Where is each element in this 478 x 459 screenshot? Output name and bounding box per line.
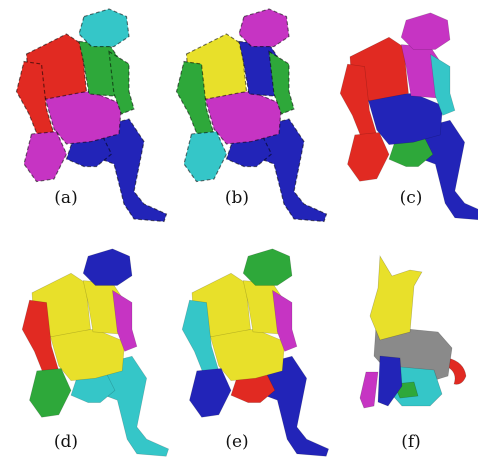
caption-c: (c) <box>399 188 423 208</box>
hand-left-segment <box>183 130 228 183</box>
mesh-group <box>339 12 478 221</box>
front-leg-segment <box>377 355 403 407</box>
caption-b: (b) <box>224 188 250 208</box>
head-segment <box>400 12 451 50</box>
caption-a: (a) <box>54 188 78 208</box>
segmented-dog-model-f <box>359 255 467 409</box>
mesh-group <box>21 248 169 457</box>
segmented-human-model-a <box>15 8 168 223</box>
caption-f: (f) <box>401 432 421 452</box>
arm-right-segment <box>430 53 456 116</box>
caption-e: (e) <box>225 432 249 452</box>
head-segment <box>238 8 290 48</box>
leg-left-segment <box>90 118 168 223</box>
figure-panel-e <box>160 236 329 457</box>
figure-panel-d <box>0 236 169 457</box>
hand-left-segment <box>347 132 390 182</box>
front-leg2-segment <box>359 371 379 409</box>
segmented-human-model-e <box>181 248 329 457</box>
leg-left-segment <box>95 355 169 457</box>
mesh-group <box>181 248 329 457</box>
figure-panel-c <box>318 0 478 221</box>
caption-d: (d) <box>53 432 79 452</box>
hand-left-segment <box>23 130 68 183</box>
tail-segment <box>445 357 467 385</box>
hand-left-segment <box>29 368 72 418</box>
head-segment <box>78 8 130 48</box>
mesh-group <box>175 8 328 223</box>
arm-right-segment <box>272 289 298 352</box>
head-segment <box>242 248 293 286</box>
hand-left-segment <box>189 368 232 418</box>
mesh-group <box>15 8 168 223</box>
head-segment <box>82 248 133 286</box>
leg-left-segment <box>250 118 328 223</box>
segmented-human-model-d <box>21 248 169 457</box>
head-neck-segment <box>369 255 423 341</box>
leg-left-segment <box>255 355 329 457</box>
arm-right-segment <box>268 50 295 115</box>
arm-right-segment <box>108 50 135 115</box>
arm-right-segment <box>112 289 138 352</box>
figure-panel-a <box>0 0 168 223</box>
figure-panel-b <box>160 0 328 223</box>
segmented-human-model-c <box>339 12 478 221</box>
leg-left-segment <box>413 119 478 221</box>
segmented-human-model-b <box>175 8 328 223</box>
figure-panel-f <box>330 236 478 426</box>
